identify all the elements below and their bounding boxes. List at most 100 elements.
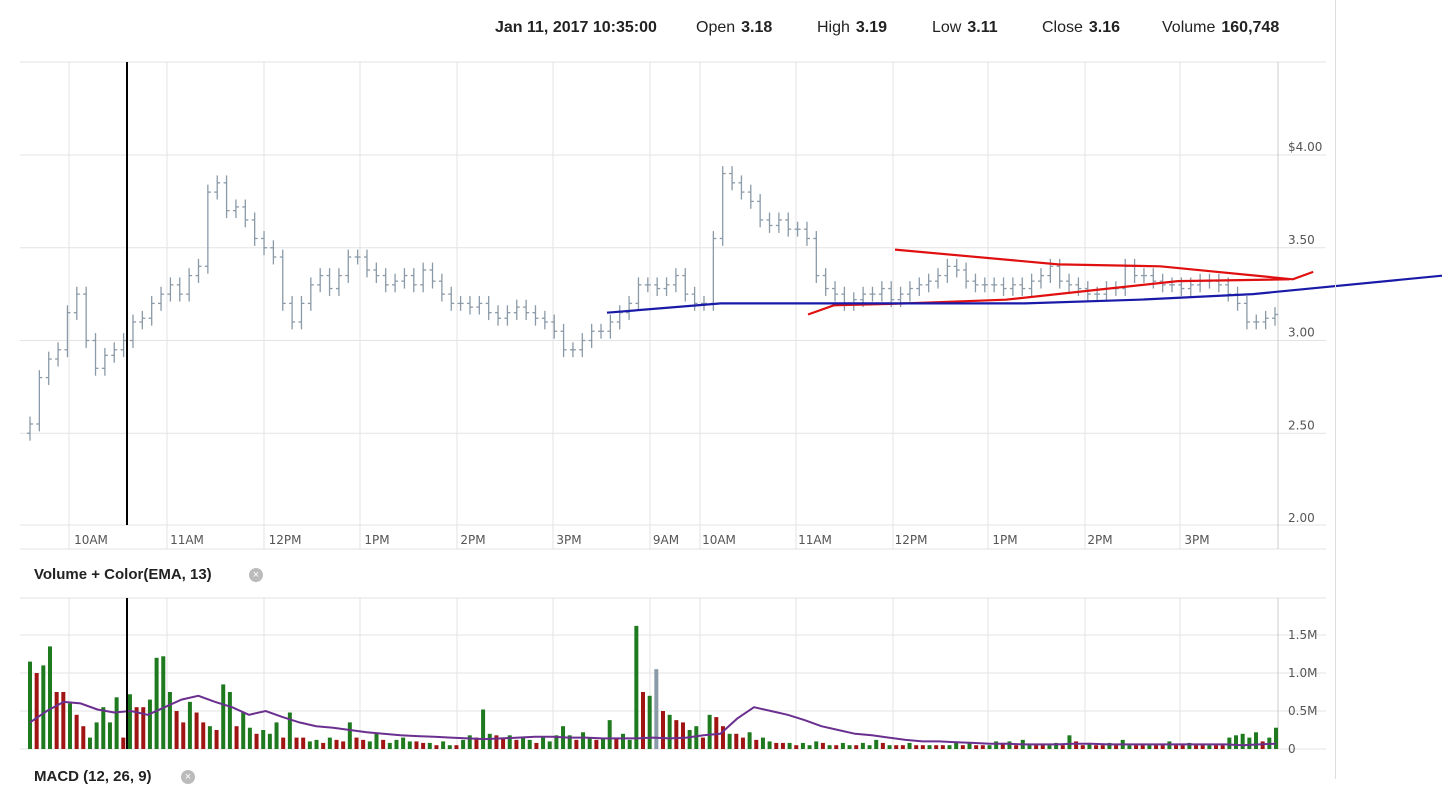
price-bar <box>345 249 352 283</box>
price-bar <box>541 310 548 330</box>
volume-panel-close-icon[interactable]: × <box>249 568 263 582</box>
high-readout: High 3.19 <box>817 19 887 37</box>
close-value: 3.16 <box>1088 19 1121 36</box>
volume-bar <box>747 732 752 749</box>
volume-bar <box>441 741 446 749</box>
volume-bar <box>54 692 59 749</box>
volume-bar <box>534 742 539 749</box>
price-bar <box>466 295 473 315</box>
volume-bar <box>307 741 312 749</box>
volume-chart[interactable]: 1.5M 1.0M 0.5M 0 <box>0 590 1442 760</box>
volume-bar <box>1134 745 1139 749</box>
volume-bar <box>900 745 905 749</box>
volume-bar <box>341 741 346 749</box>
price-bar <box>101 347 108 376</box>
price-bar <box>392 273 399 293</box>
volume-bar <box>834 745 839 749</box>
x-tick-label: 1PM <box>992 533 1017 547</box>
volume-bar <box>514 739 519 749</box>
volume-bar <box>41 665 46 749</box>
volume-bar <box>394 739 399 749</box>
volume-bar <box>614 737 619 749</box>
volume-bar <box>227 692 232 749</box>
volume-bar <box>767 741 772 749</box>
volume-bar <box>527 739 532 749</box>
volume-bar <box>167 692 172 749</box>
volume-bar <box>654 669 659 749</box>
red-trendline <box>894 248 1314 281</box>
price-bar <box>242 199 249 228</box>
price-bar <box>1009 277 1016 296</box>
volume-bar <box>854 745 859 749</box>
volume-bar <box>667 714 672 749</box>
volume-bar <box>621 733 626 749</box>
volume-bar <box>81 726 86 749</box>
volume-bar <box>1154 745 1159 749</box>
volume-bar <box>554 735 559 749</box>
volume-bar <box>1174 745 1179 749</box>
volume-bar <box>1047 745 1052 749</box>
x-tick-label: 2PM <box>460 533 485 547</box>
volume-bar <box>780 742 785 749</box>
open-readout: Open 3.18 <box>696 19 772 37</box>
volume-bar <box>980 745 985 749</box>
price-bar <box>1066 273 1073 293</box>
volume-bar <box>74 714 79 749</box>
price-bar <box>55 342 62 367</box>
volume-bar <box>1094 745 1099 749</box>
volume-bar <box>541 737 546 749</box>
volume-bar <box>840 742 845 749</box>
volume-bar <box>274 722 279 749</box>
volume-bar <box>974 745 979 749</box>
price-bar <box>607 314 614 339</box>
price-bar <box>129 314 136 348</box>
volume-bar <box>134 707 139 749</box>
volume-bar <box>807 745 812 749</box>
volume-bar <box>1234 735 1239 749</box>
volume-bar <box>507 735 512 749</box>
volume-bar <box>61 692 66 749</box>
volume-bar <box>121 737 126 749</box>
price-bar <box>757 193 764 228</box>
price-bar <box>906 281 913 302</box>
price-chart[interactable]: $4.00 3.50 3.00 2.50 2.00 10AM 11AM 12PM 1PM 2PM 3… <box>0 0 1442 560</box>
volume-bar <box>947 745 952 749</box>
price-bar <box>813 231 820 283</box>
volume-bar <box>1147 745 1152 749</box>
volume-bar <box>487 733 492 749</box>
macd-panel-close-icon[interactable]: × <box>181 770 195 784</box>
volume-bar <box>1227 737 1232 749</box>
volume-readout: Volume 160,748 <box>1162 19 1279 37</box>
volume-bar <box>367 741 372 749</box>
volume-bar <box>194 712 199 749</box>
volume-bar <box>467 735 472 749</box>
volume-bar <box>1034 745 1039 749</box>
volume-bar <box>1160 745 1165 749</box>
volume-bar <box>287 712 292 749</box>
volume-bar <box>954 741 959 749</box>
volume-bar <box>1080 745 1085 749</box>
price-bar <box>1019 277 1026 296</box>
price-bar <box>317 268 324 293</box>
volume-bar <box>1127 745 1132 749</box>
volume-bar <box>880 742 885 749</box>
price-bar <box>513 299 520 321</box>
volume-bar <box>960 745 965 749</box>
open-label: Open <box>696 19 736 36</box>
volume-bar <box>94 722 99 749</box>
price-bar <box>654 277 661 296</box>
volume-bar <box>927 745 932 749</box>
volume-bar <box>714 717 719 749</box>
volume-bar <box>627 739 632 749</box>
x-tick-label: 11AM <box>170 533 204 547</box>
close-readout: Close 3.16 <box>1042 19 1120 37</box>
volume-bar <box>1187 742 1192 749</box>
price-bar <box>382 268 389 293</box>
volume-bar <box>127 694 132 749</box>
price-bar <box>1243 295 1250 330</box>
price-bar <box>925 273 932 293</box>
y-tick-label: $4.00 <box>1288 140 1322 154</box>
price-bar <box>251 212 258 246</box>
price-bar <box>289 295 296 330</box>
volume-bar <box>1040 745 1045 749</box>
